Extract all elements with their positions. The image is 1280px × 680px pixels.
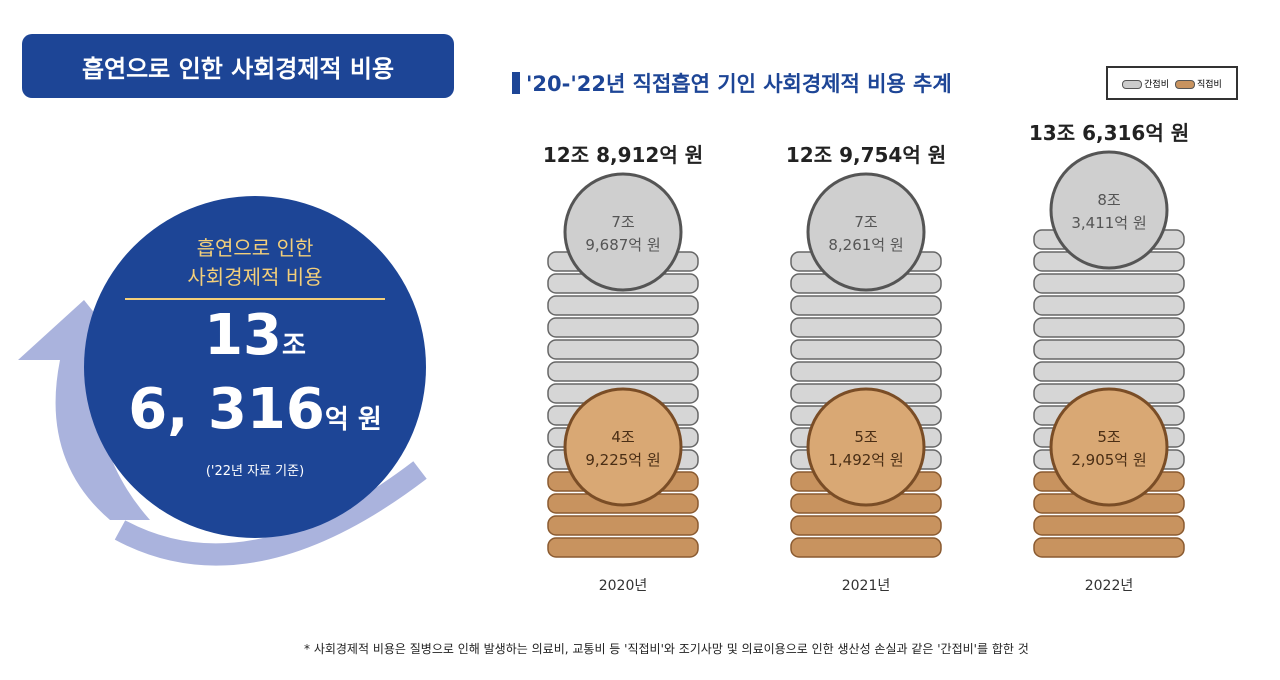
direct-label: 2,905억 원 bbox=[1071, 451, 1146, 469]
direct-label: 1,492억 원 bbox=[828, 451, 903, 469]
indirect-coin-row bbox=[547, 317, 699, 338]
indirect-coin-row bbox=[1033, 317, 1185, 338]
direct-coin-row bbox=[790, 515, 942, 536]
indirect-coin-row bbox=[1033, 273, 1185, 294]
direct-label: 5조 bbox=[1097, 428, 1121, 446]
indirect-coin-row bbox=[547, 339, 699, 360]
indirect-coin-row bbox=[790, 339, 942, 360]
indirect-coin-row bbox=[547, 295, 699, 316]
indirect-label: 8,261억 원 bbox=[828, 236, 903, 254]
indirect-label: 8조 bbox=[1097, 191, 1121, 209]
summary-unit1: 조 bbox=[282, 331, 306, 361]
direct-coin-row bbox=[790, 537, 942, 558]
summary-line1: 흡연으로 인한 bbox=[196, 236, 314, 260]
indirect-coin-row bbox=[790, 317, 942, 338]
indirect-label: 7조 bbox=[611, 213, 635, 231]
indirect-coin bbox=[806, 172, 926, 292]
total-label: 13조 6,316억 원 bbox=[1029, 121, 1189, 145]
stack-2020년: 7조 9,687억 원 4조 9,225억 원 12조 8,912억 원 2020년 bbox=[543, 143, 703, 594]
stack-2022년: 8조 3,411억 원 5조 2,905억 원 13조 6,316억 원 2022년 bbox=[1029, 121, 1189, 594]
year-label: 2022년 bbox=[1085, 578, 1134, 594]
indirect-coin bbox=[1049, 150, 1169, 270]
direct-label: 5조 bbox=[854, 428, 878, 446]
indirect-coin-row bbox=[547, 361, 699, 382]
section-badge: 흡연으로 인한 사회경제적 비용 bbox=[22, 34, 454, 98]
direct-coin-row bbox=[1033, 515, 1185, 536]
indirect-label: 3,411억 원 bbox=[1071, 214, 1146, 232]
direct-coin bbox=[1049, 387, 1169, 507]
summary-num2: 6, 316 bbox=[128, 377, 325, 442]
direct-coin-row bbox=[1033, 537, 1185, 558]
legend-indirect: 간접비 bbox=[1122, 77, 1169, 90]
direct-coin bbox=[806, 387, 926, 507]
indirect-label: 9,687억 원 bbox=[585, 236, 660, 254]
year-label: 2021년 bbox=[842, 578, 891, 594]
total-cost-circle: 흡연으로 인한 사회경제적 비용 13조 6, 316억 원 ('22년 자료 … bbox=[84, 196, 426, 538]
legend-direct: 직접비 bbox=[1175, 77, 1222, 90]
legend: 간접비 직접비 bbox=[1106, 66, 1238, 100]
direct-label: 4조 bbox=[611, 428, 635, 446]
year-label: 2020년 bbox=[599, 578, 648, 594]
indirect-coin-row bbox=[790, 361, 942, 382]
total-label: 12조 9,754억 원 bbox=[786, 143, 946, 167]
chart-title: '20-'22년 직접흡연 기인 사회경제적 비용 추계 bbox=[512, 68, 952, 98]
summary-unit2: 억 원 bbox=[324, 405, 382, 435]
direct-label: 9,225억 원 bbox=[585, 451, 660, 469]
indirect-coin-row bbox=[1033, 361, 1185, 382]
coin-chart: 7조 9,687억 원 4조 9,225억 원 12조 8,912억 원 2020년 7조 8… bbox=[543, 121, 1189, 594]
summary-line2: 사회경제적 비용 bbox=[187, 265, 323, 289]
indirect-coin-row bbox=[1033, 339, 1185, 360]
divider bbox=[125, 298, 385, 300]
summary-note: ('22년 자료 기준) bbox=[205, 464, 305, 479]
direct-coin-row bbox=[547, 515, 699, 536]
indirect-coin-row bbox=[1033, 295, 1185, 316]
direct-coin bbox=[563, 387, 683, 507]
total-label: 12조 8,912억 원 bbox=[543, 143, 703, 167]
footnote: * 사회경제적 비용은 질병으로 인해 발생하는 의료비, 교통비 등 '직접비… bbox=[304, 642, 1029, 656]
indirect-label: 7조 bbox=[854, 213, 878, 231]
indirect-coin-row bbox=[790, 295, 942, 316]
indirect-coin bbox=[563, 172, 683, 292]
summary-num1: 13 bbox=[204, 303, 282, 368]
stack-2021년: 7조 8,261억 원 5조 1,492억 원 12조 9,754억 원 2021년 bbox=[786, 143, 946, 594]
direct-coin-row bbox=[547, 537, 699, 558]
